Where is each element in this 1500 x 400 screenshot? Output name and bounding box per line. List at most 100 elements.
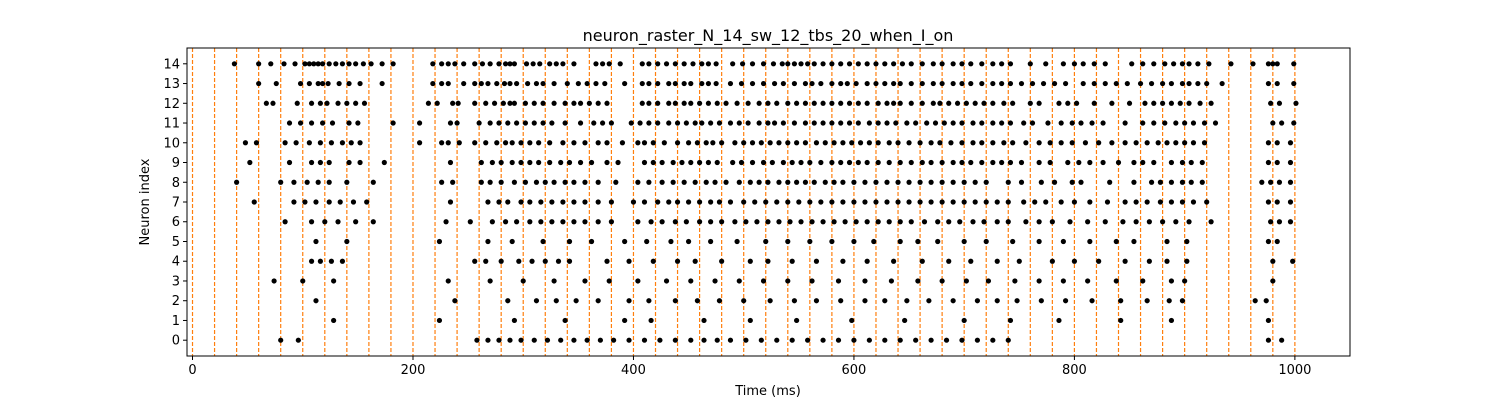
spike-n10-63 bbox=[959, 140, 965, 146]
spike-n14-61 bbox=[805, 61, 811, 67]
spike-n10-19 bbox=[518, 140, 524, 146]
spike-n10-83 bbox=[1182, 140, 1188, 146]
spike-n14-54 bbox=[749, 61, 756, 67]
spike-n8-32 bbox=[736, 179, 742, 185]
spike-n12-29 bbox=[604, 100, 610, 106]
spike-n8-58 bbox=[1018, 179, 1025, 185]
spike-n0-6 bbox=[518, 337, 524, 343]
spike-n8-8 bbox=[439, 179, 445, 185]
spike-n7-33 bbox=[763, 199, 769, 205]
spike-n7-25 bbox=[674, 199, 681, 205]
spike-n0-2 bbox=[474, 337, 480, 343]
spike-n5-25 bbox=[1010, 238, 1016, 245]
spike-n12-25 bbox=[571, 100, 577, 106]
spike-n12-61 bbox=[919, 100, 925, 106]
spike-n12-9 bbox=[361, 100, 368, 106]
spike-n9-26 bbox=[670, 159, 676, 166]
spike-n14-50 bbox=[705, 61, 712, 67]
spike-n14-85 bbox=[1043, 61, 1049, 67]
spike-n11-12 bbox=[487, 120, 493, 126]
spike-n8-35 bbox=[765, 179, 771, 185]
y-tick-label-14: 14 bbox=[163, 57, 180, 72]
spike-n7-34 bbox=[774, 199, 780, 205]
spike-n8-62 bbox=[1078, 179, 1084, 185]
spike-n13-91 bbox=[1265, 80, 1272, 87]
spike-n14-8 bbox=[315, 61, 321, 67]
spike-n8-74 bbox=[1287, 179, 1294, 185]
spike-n9-19 bbox=[577, 159, 584, 166]
spike-n10-77 bbox=[1122, 140, 1128, 146]
spike-n13-88 bbox=[1195, 80, 1201, 87]
spike-n10-86 bbox=[1265, 140, 1272, 146]
spike-n8-73 bbox=[1276, 179, 1283, 185]
spike-n14-72 bbox=[899, 61, 906, 67]
spike-n12-31 bbox=[646, 100, 652, 106]
spike-n13-9 bbox=[357, 80, 363, 87]
spike-n7-65 bbox=[1144, 199, 1150, 205]
spike-n14-86 bbox=[1060, 61, 1066, 67]
spike-n6-61 bbox=[1160, 219, 1166, 225]
spike-n14-66 bbox=[846, 61, 853, 67]
spike-n0-4 bbox=[496, 337, 502, 343]
spike-n7-71 bbox=[1265, 199, 1272, 205]
spike-n13-71 bbox=[1007, 80, 1014, 87]
spike-n8-21 bbox=[595, 179, 601, 185]
spike-n14-51 bbox=[713, 61, 719, 67]
spike-n12-59 bbox=[897, 100, 903, 106]
spike-n6-49 bbox=[981, 219, 987, 225]
spike-n0-11 bbox=[584, 337, 590, 343]
spike-n14-55 bbox=[760, 61, 767, 67]
spike-n9-10 bbox=[489, 159, 495, 166]
spike-n3-3 bbox=[445, 278, 451, 284]
spike-n8-17 bbox=[551, 179, 557, 185]
spike-n2-13 bbox=[767, 298, 773, 304]
spike-n5-13 bbox=[734, 238, 740, 245]
spike-n8-12 bbox=[498, 179, 504, 185]
spike-n11-26 bbox=[637, 120, 643, 126]
spike-n4-8 bbox=[529, 258, 535, 264]
spike-n8-18 bbox=[562, 179, 568, 185]
spike-n7-54 bbox=[994, 199, 1000, 205]
spike-n6-9 bbox=[502, 219, 509, 225]
spike-n11-82 bbox=[1201, 120, 1208, 126]
y-tick-label-3: 3 bbox=[172, 274, 180, 289]
spike-n9-7 bbox=[381, 159, 387, 166]
spike-n14-43 bbox=[646, 61, 652, 67]
spike-n8-20 bbox=[582, 179, 588, 185]
spike-n9-3 bbox=[317, 159, 323, 166]
spike-n13-1 bbox=[273, 80, 279, 87]
spike-n9-72 bbox=[1168, 159, 1175, 166]
spike-n3-26 bbox=[1060, 278, 1066, 284]
spike-n14-83 bbox=[1007, 61, 1014, 67]
spike-n11-83 bbox=[1212, 120, 1219, 126]
spike-n13-44 bbox=[749, 80, 756, 87]
spike-n14-79 bbox=[968, 61, 974, 67]
spike-n0-25 bbox=[789, 337, 795, 343]
spike-n12-1 bbox=[270, 100, 276, 106]
spike-n8-13 bbox=[511, 179, 517, 185]
spike-n0-36 bbox=[959, 337, 965, 343]
spike-n9-34 bbox=[749, 159, 756, 166]
spike-n14-75 bbox=[930, 61, 936, 67]
spike-n8-67 bbox=[1168, 179, 1175, 185]
spike-n12-21 bbox=[531, 100, 537, 106]
spike-n8-41 bbox=[822, 179, 828, 185]
x-tick-label-200: 200 bbox=[401, 363, 426, 378]
spike-n10-66 bbox=[990, 140, 996, 146]
spike-n8-38 bbox=[794, 179, 800, 185]
spike-n14-39 bbox=[599, 61, 606, 67]
spike-n13-70 bbox=[999, 80, 1005, 87]
spike-n2-15 bbox=[813, 298, 820, 304]
spike-n6-66 bbox=[1276, 219, 1283, 225]
spike-n7-16 bbox=[560, 199, 566, 205]
spike-n7-24 bbox=[666, 199, 672, 205]
spike-n14-31 bbox=[523, 61, 530, 67]
spike-n14-38 bbox=[593, 61, 599, 67]
spike-n14-93 bbox=[1151, 61, 1157, 67]
spike-n6-65 bbox=[1268, 219, 1274, 225]
spike-n6-62 bbox=[1173, 219, 1179, 225]
spike-n12-85 bbox=[1186, 100, 1192, 106]
spike-n12-67 bbox=[972, 100, 978, 106]
spike-n10-78 bbox=[1133, 140, 1139, 146]
spike-n11-11 bbox=[476, 120, 482, 126]
